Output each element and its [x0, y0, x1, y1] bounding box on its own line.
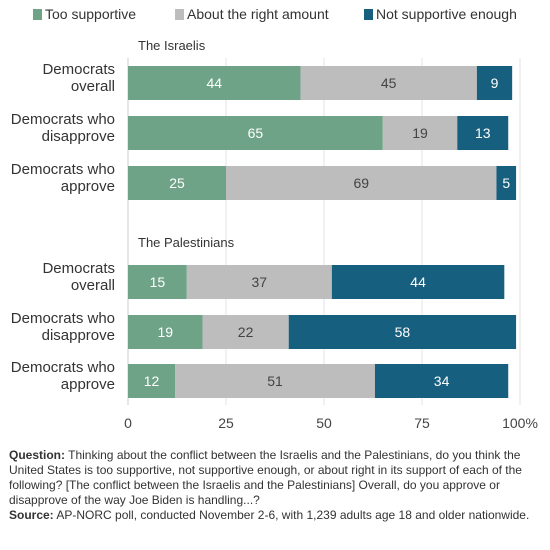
- bar-segment: [175, 364, 375, 398]
- legend-label: Too supportive: [45, 6, 136, 22]
- data-label: 34: [434, 373, 450, 389]
- bar-segment: [186, 265, 332, 299]
- bar-segment: [226, 166, 497, 200]
- bar-segment: [382, 116, 458, 150]
- data-label: 15: [150, 274, 166, 290]
- bar-segment: [128, 315, 203, 349]
- data-label: 19: [157, 324, 173, 340]
- row-label: Democrats overall: [42, 260, 115, 294]
- row-label: Democrats who approve: [11, 359, 115, 393]
- legend-swatch: [364, 9, 373, 20]
- bar-segment: [128, 66, 301, 100]
- data-label: 19: [412, 125, 428, 141]
- data-label: 69: [353, 175, 369, 191]
- bar-segment: [288, 315, 517, 349]
- data-label: 13: [475, 125, 491, 141]
- data-label: 65: [248, 125, 264, 141]
- x-tick-label: 50: [316, 415, 332, 431]
- data-label: 45: [381, 75, 397, 91]
- bar-segment: [374, 364, 509, 398]
- legend-label: Not supportive enough: [376, 6, 517, 22]
- stacked-bar-chart: Too supportive About the right amount Not …: [11, 6, 538, 431]
- group-title: The Palestinians: [138, 235, 235, 250]
- bar-segment: [331, 265, 505, 299]
- data-label: 12: [144, 373, 160, 389]
- data-label: 9: [491, 75, 499, 91]
- bar-segment: [128, 116, 383, 150]
- x-tick-label: 100%: [502, 415, 538, 431]
- x-tick-label: 25: [218, 415, 234, 431]
- data-label: 25: [169, 175, 185, 191]
- row-label: Democrats overall: [42, 61, 115, 95]
- legend-swatch: [175, 9, 184, 20]
- bar-segment: [300, 66, 477, 100]
- row-label: Democrats who disapprove: [11, 111, 115, 145]
- data-label: 22: [238, 324, 254, 340]
- legend-swatch: [33, 9, 42, 20]
- x-tick-label: 75: [414, 415, 430, 431]
- question-text: Thinking about the conflict between the …: [9, 448, 522, 507]
- data-label: 44: [410, 274, 426, 290]
- data-label: 37: [252, 274, 268, 290]
- bar-segment: [128, 166, 226, 200]
- chart-notes: Question: Thinking about the conflict be…: [9, 448, 544, 523]
- question-label: Question:: [9, 448, 65, 462]
- data-label: 51: [267, 373, 283, 389]
- bar-segment: [496, 166, 517, 200]
- row-label: Democrats who disapprove: [11, 310, 115, 344]
- bar-segment: [128, 265, 187, 299]
- bar-segment: [202, 315, 289, 349]
- legend-label: About the right amount: [187, 6, 329, 22]
- x-tick-label: 0: [124, 415, 132, 431]
- bar-segment: [457, 116, 509, 150]
- source-note: Source: AP-NORC poll, conducted November…: [9, 508, 544, 523]
- source-text: AP-NORC poll, conducted November 2-6, wi…: [56, 508, 530, 522]
- bar-segment: [476, 66, 513, 100]
- question-note: Question: Thinking about the conflict be…: [9, 448, 544, 508]
- bar-segment: [128, 364, 176, 398]
- data-label: 44: [206, 75, 222, 91]
- source-label: Source:: [9, 508, 54, 522]
- row-label: Democrats who approve: [11, 161, 115, 195]
- group-title: The Israelis: [138, 38, 206, 53]
- data-label: 58: [395, 324, 411, 340]
- data-label: 5: [502, 175, 510, 191]
